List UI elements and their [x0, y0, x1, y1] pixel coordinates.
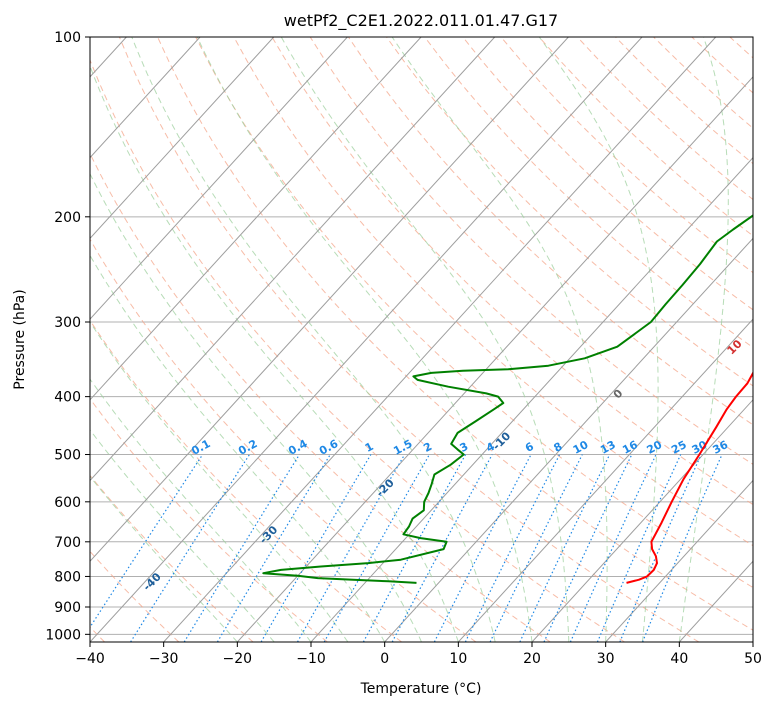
isotherm-gridline	[531, 399, 753, 642]
y-tick-label: 500	[54, 448, 81, 464]
mixing-ratio-label: 30	[690, 438, 710, 457]
y-tick-label: 100	[54, 30, 81, 46]
moist-adiabat	[196, 37, 533, 642]
moist-adiabat	[90, 64, 459, 642]
isotherm-gridline	[90, 37, 201, 159]
plot-frame	[89, 36, 754, 643]
moist-adiabat	[538, 37, 659, 642]
mixing-ratio-line	[569, 454, 657, 642]
moist-adiabat	[131, 37, 496, 642]
mixing-ratio-line	[90, 454, 204, 629]
mixing-ratio-line	[642, 454, 723, 642]
mixing-ratio-label: 13	[598, 438, 618, 457]
x-axis-label: Temperature (°C)	[360, 681, 482, 697]
mixing-ratio-line	[323, 454, 430, 642]
mixing-ratio-line	[391, 454, 493, 642]
x-tick-label: 0	[380, 651, 389, 667]
dry-adiabat	[90, 550, 180, 642]
dry-adiabat	[462, 37, 753, 311]
dewpoint-profile-line	[262, 214, 753, 584]
mixing-ratio-line	[362, 454, 467, 642]
y-tick-label: 800	[54, 569, 81, 585]
x-tick-label: 30	[597, 651, 615, 667]
mixing-ratio-line	[543, 454, 633, 642]
dry-adiabat	[90, 238, 477, 642]
moist-adiabat	[90, 172, 422, 642]
y-axis: 100 200 300 400 500 600 700 800 900 1000	[45, 30, 90, 643]
isotherm-gridline	[90, 37, 422, 401]
isotherm-gridline	[90, 37, 643, 642]
y-tick-label: 900	[54, 600, 81, 616]
plot-area: 0.10.20.40.611.52346810131620253036-100-…	[90, 37, 753, 642]
y-tick-label: 1000	[45, 627, 81, 643]
dry-adiabat	[271, 37, 753, 506]
y-axis-label: Pressure (hPa)	[12, 289, 28, 389]
moist-adiabat	[391, 37, 608, 642]
dry-adiabat	[90, 152, 551, 642]
x-tick-label: −20	[223, 651, 253, 667]
mixing-ratio-label: 10	[571, 438, 591, 457]
x-tick-label: 20	[523, 651, 541, 667]
x-tick-label: 40	[670, 651, 688, 667]
isotherm-gridline	[605, 479, 753, 642]
moist-adiabat	[678, 37, 729, 642]
isotherm-gridline	[163, 37, 717, 642]
mixing-ratio-line	[519, 454, 611, 642]
mixing-ratio-line	[596, 454, 682, 642]
mixing-ratio-line	[216, 454, 331, 642]
isotherm-gridline	[90, 37, 496, 482]
y-tick-label: 700	[54, 535, 81, 551]
mixing-ratio-label: 16	[620, 438, 640, 457]
isotherm-gridline	[236, 76, 753, 642]
isotherm-gridline	[90, 37, 348, 320]
y-tick-label: 300	[54, 315, 81, 331]
chart-title: wetPf2_C2E1.2022.011.01.47.G17	[284, 11, 558, 31]
mixing-ratio-label: 25	[669, 438, 689, 457]
mixing-ratio-label: 20	[645, 438, 665, 457]
x-tick-label: −10	[296, 651, 326, 667]
y-tick-label: 200	[54, 210, 81, 226]
isotherm-gridline	[310, 156, 753, 642]
dry-adiabat	[195, 37, 753, 589]
temperature-profile-line	[626, 371, 753, 584]
y-tick-label: 600	[54, 495, 81, 511]
isotherm-gridline	[90, 37, 569, 563]
dry-adiabat	[118, 37, 700, 642]
isotherm-gridline	[384, 237, 753, 642]
x-tick-label: −30	[149, 651, 179, 667]
x-tick-label: −40	[75, 651, 105, 667]
mixing-ratio-label: 36	[711, 438, 731, 457]
dry-adiabat	[233, 37, 753, 547]
mixing-ratio-line	[619, 454, 702, 642]
y-tick-label: 400	[54, 390, 81, 406]
x-axis: −40 −30 −20 −10 0 10 20 30 40 50	[75, 642, 762, 667]
mixing-ratio-line	[260, 454, 372, 642]
dry-adiabat	[90, 58, 625, 642]
isotherm-gridline	[457, 318, 753, 642]
moist-adiabat	[280, 37, 570, 642]
isotherm-gridline	[90, 37, 275, 240]
moist-adiabat	[90, 321, 349, 642]
dry-adiabat	[90, 474, 254, 642]
dry-adiabat	[157, 37, 753, 631]
x-tick-label: 10	[449, 651, 467, 667]
x-tick-label: 50	[744, 651, 762, 667]
